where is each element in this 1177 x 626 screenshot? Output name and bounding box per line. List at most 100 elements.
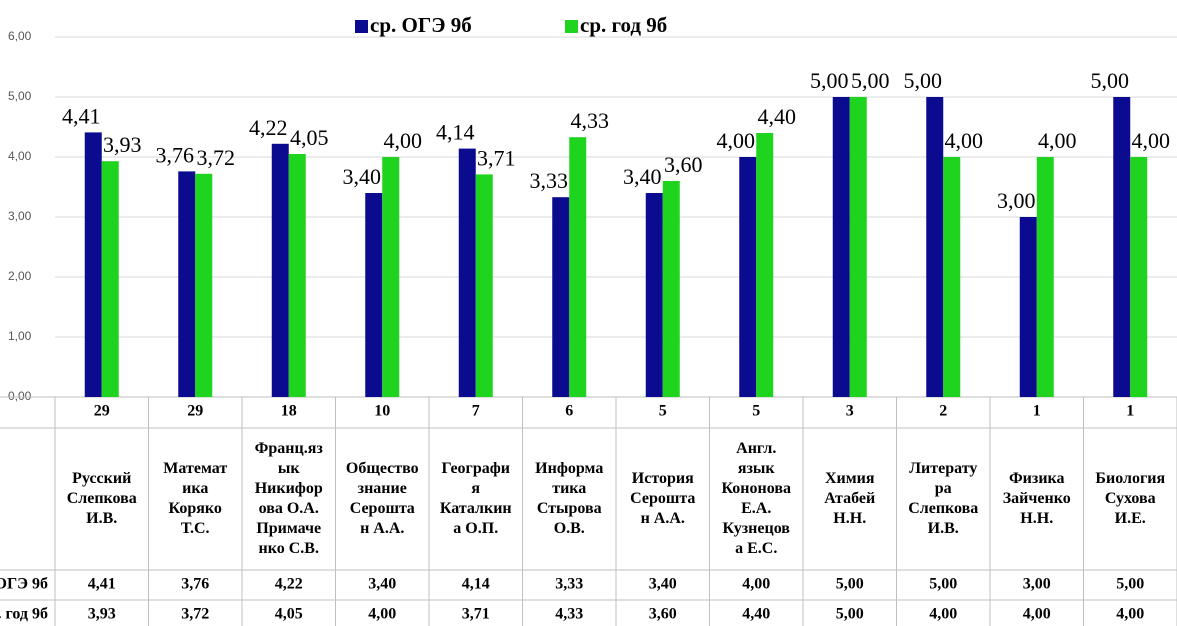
category-label: Географи я Каталкин а О.П.: [439, 460, 512, 537]
data-label: 4,14: [436, 120, 475, 145]
bar: [645, 193, 663, 397]
count: 29: [94, 403, 110, 420]
category-label: Общество знание Сероштa н А.А.: [345, 460, 419, 537]
bar: [288, 154, 306, 397]
legend-label: ср. год 9б: [580, 13, 667, 37]
category-label: Физика Зайченко Н.Н.: [1002, 470, 1071, 527]
count: 6: [565, 403, 573, 420]
data-label: 4,00: [1038, 128, 1077, 153]
table-value: 4,14: [462, 576, 490, 593]
table-value: 5,00: [1116, 576, 1144, 593]
count: 18: [281, 403, 297, 420]
bar: [569, 137, 587, 397]
table-value: 3,71: [462, 606, 490, 623]
bar: [552, 197, 570, 397]
data-label: 4,22: [249, 115, 288, 140]
category-label: Англ. язык Кононова Е.А. Кузнецов а Е.С.: [721, 440, 791, 557]
bar: [756, 133, 774, 397]
data-label: 4,05: [290, 125, 329, 150]
y-tick-label: 2,00: [8, 269, 32, 283]
bar: [926, 97, 944, 397]
category-label: Математ ика Коряко Т.С.: [163, 460, 228, 537]
table-value: 4,40: [742, 606, 770, 623]
table-value: 3,40: [368, 576, 396, 593]
table-value: 4,41: [88, 576, 116, 593]
bar: [84, 132, 102, 397]
y-tick-label: 5,00: [8, 89, 32, 103]
bar: [195, 173, 213, 397]
data-label: 5,00: [1091, 68, 1130, 93]
bar: [1130, 157, 1148, 397]
bar: [832, 97, 850, 397]
table-value: 3,00: [1023, 576, 1051, 593]
data-label: 5,00: [851, 68, 890, 93]
data-label: 3,00: [997, 188, 1036, 213]
table-value: 4,00: [368, 606, 396, 623]
table-value: 5,00: [836, 576, 864, 593]
bar: [271, 143, 289, 397]
y-tick-label: 4,00: [8, 149, 32, 163]
y-tick-label: 3,00: [8, 209, 32, 223]
table-value: 4,05: [275, 606, 303, 623]
data-label: 4,00: [945, 128, 984, 153]
category-label: Русский Слепкова И.В.: [66, 470, 137, 527]
count: 1: [1033, 403, 1041, 420]
count: 5: [659, 403, 667, 420]
data-label: 5,00: [810, 68, 849, 93]
table-value: 4,22: [275, 576, 303, 593]
bar: [101, 161, 119, 397]
data-label: 3,76: [156, 142, 195, 167]
data-label: 3,40: [623, 164, 662, 189]
count: 10: [374, 403, 390, 420]
legend-swatch: [565, 20, 578, 33]
table-value: 3,72: [181, 606, 209, 623]
category-label: История Серошта н А.А.: [630, 470, 696, 527]
bar: [365, 193, 383, 397]
table-value: 4,00: [1116, 606, 1144, 623]
data-label: 3,72: [197, 145, 236, 170]
bar: [475, 174, 493, 397]
data-label: 4,00: [717, 128, 756, 153]
y-tick-label: 1,00: [8, 329, 32, 343]
data-label: 3,40: [343, 164, 382, 189]
data-label: 3,93: [103, 132, 142, 157]
legend-swatch: [355, 20, 368, 33]
bar: [662, 181, 680, 397]
row-label: ср. год 9б: [0, 606, 48, 623]
count: 7: [472, 403, 480, 420]
y-tick-label: 0,00: [8, 389, 32, 403]
data-label: 3,60: [664, 152, 703, 177]
count: 2: [939, 403, 947, 420]
table-value: 4,00: [742, 576, 770, 593]
count: 3: [846, 403, 854, 420]
data-label: 4,40: [758, 104, 797, 129]
data-label: 4,33: [571, 108, 610, 133]
table-value: 3,60: [649, 606, 677, 623]
table-value: 5,00: [836, 606, 864, 623]
table-value: 3,93: [88, 606, 116, 623]
category-label: Франц.яз ык Никифор ова О.А. Примаче нко…: [254, 440, 323, 557]
count: 1: [1126, 403, 1134, 420]
table-value: 4,33: [555, 606, 583, 623]
category-label: Биология Сухова И.Е.: [1095, 470, 1166, 527]
data-label: 4,00: [1132, 128, 1171, 153]
bar: [458, 148, 476, 397]
count: 5: [752, 403, 760, 420]
category-label: Литерату ра Слепкова И.В.: [908, 460, 979, 537]
table-value: 4,00: [929, 606, 957, 623]
table-value: 5,00: [929, 576, 957, 593]
bar: [739, 157, 757, 397]
data-label: 4,41: [62, 103, 101, 128]
bar: [382, 157, 400, 397]
data-label: 3,33: [530, 168, 569, 193]
row-label: ср. ОГЭ 9б: [0, 576, 48, 593]
bar: [178, 171, 196, 397]
data-label: 4,00: [384, 128, 423, 153]
table-value: 3,76: [181, 576, 209, 593]
bar: [1019, 217, 1037, 397]
legend-label: ср. ОГЭ 9б: [370, 13, 472, 37]
bar: [1113, 97, 1131, 397]
table-value: 4,00: [1023, 606, 1051, 623]
